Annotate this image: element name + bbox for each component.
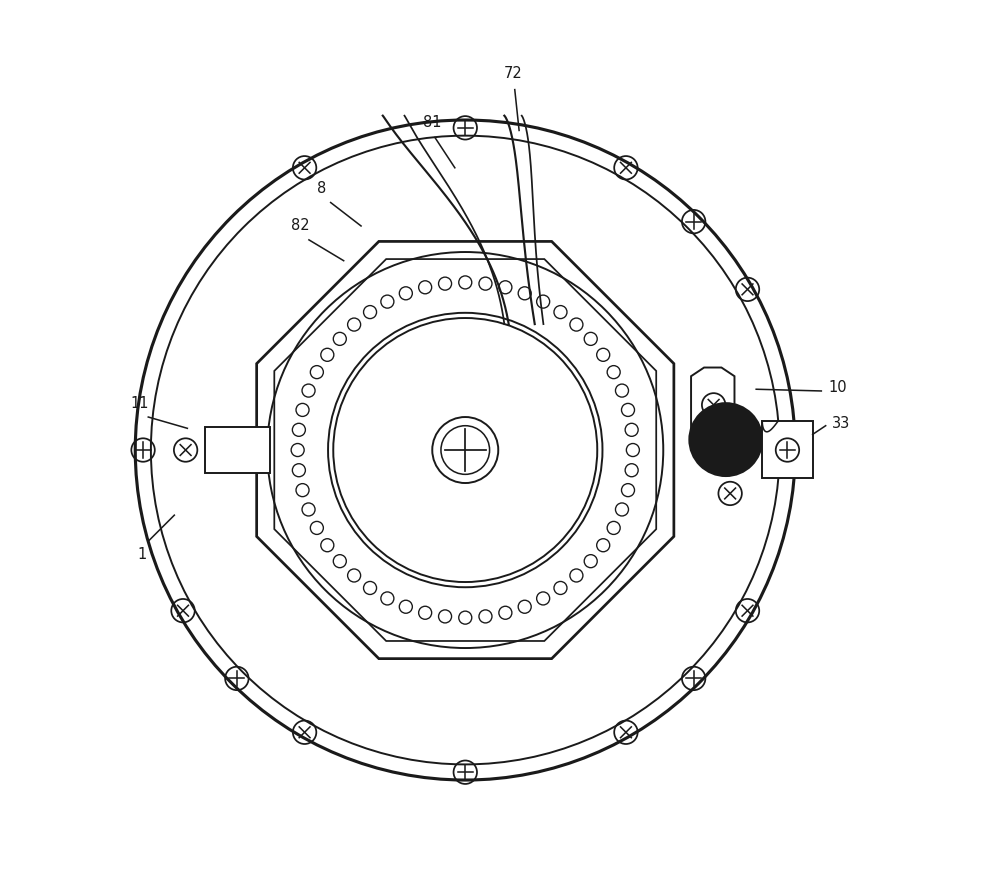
Circle shape xyxy=(689,403,762,476)
Text: 82: 82 xyxy=(291,218,310,232)
Text: 33: 33 xyxy=(832,417,850,432)
Text: 72: 72 xyxy=(504,66,522,81)
Text: 10: 10 xyxy=(828,380,847,395)
Text: 11: 11 xyxy=(130,396,149,411)
Text: 81: 81 xyxy=(423,115,442,130)
Text: 1: 1 xyxy=(138,547,147,562)
Polygon shape xyxy=(691,368,734,437)
Polygon shape xyxy=(274,259,656,641)
Bar xyxy=(205,427,270,473)
Polygon shape xyxy=(257,241,674,659)
Bar xyxy=(762,421,813,478)
Text: 8: 8 xyxy=(317,182,327,197)
